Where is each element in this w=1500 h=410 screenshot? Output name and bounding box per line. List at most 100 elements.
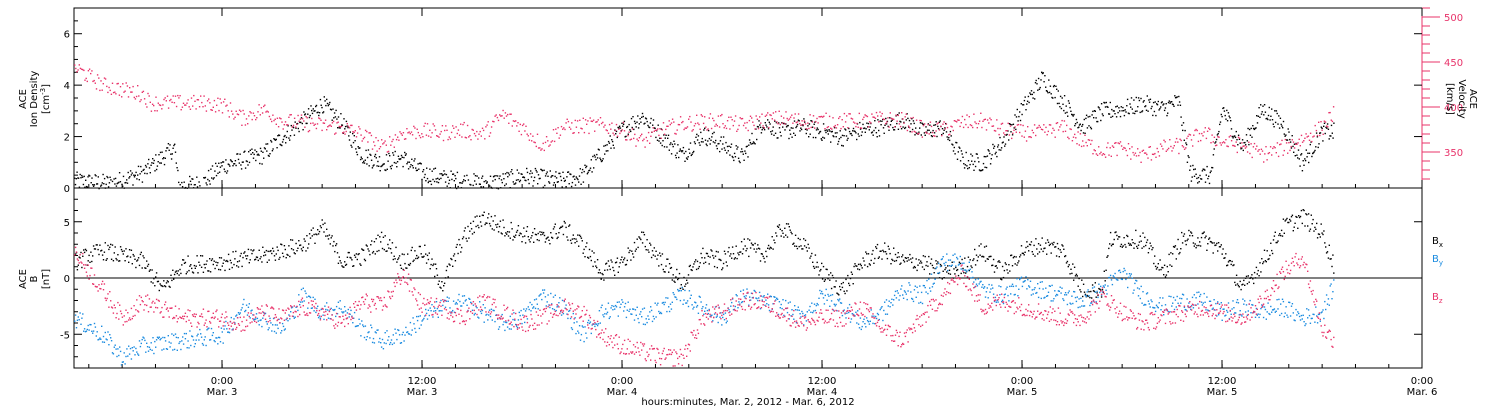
data-point: [1011, 134, 1014, 136]
data-point: [758, 120, 760, 122]
data-point: [1038, 251, 1041, 253]
data-point: [226, 328, 228, 330]
data-point: [111, 352, 114, 354]
data-point: [929, 262, 932, 265]
data-point: [537, 174, 540, 176]
data-point: [1012, 257, 1015, 259]
data-point: [170, 342, 172, 344]
data-point: [1091, 297, 1093, 299]
data-point: [572, 176, 574, 178]
data-point: [841, 119, 843, 121]
data-point: [931, 264, 934, 267]
data-point: [1203, 131, 1205, 133]
data-point: [1161, 101, 1163, 103]
data-point: [222, 161, 225, 163]
data-point: [243, 298, 245, 301]
data-point: [191, 267, 193, 270]
data-point: [559, 227, 561, 230]
data-point: [173, 278, 175, 280]
data-point: [256, 256, 259, 259]
data-point: [873, 262, 875, 264]
data-point: [599, 322, 601, 324]
data-point: [1108, 113, 1111, 115]
data-point: [457, 252, 459, 255]
data-point: [281, 144, 283, 147]
data-point: [574, 119, 576, 122]
data-point: [671, 143, 674, 146]
data-point: [1137, 97, 1140, 99]
data-point: [700, 141, 703, 143]
data-point: [663, 133, 666, 135]
data-point: [966, 165, 968, 167]
data-point: [262, 317, 264, 319]
data-point: [785, 223, 788, 225]
data-point: [805, 128, 808, 130]
data-point: [573, 175, 575, 177]
data-point: [888, 129, 890, 131]
data-point: [329, 243, 331, 245]
data-point: [82, 313, 84, 315]
data-point: [510, 113, 512, 115]
data-point: [1292, 145, 1294, 148]
data-point: [1196, 129, 1198, 132]
data-point: [651, 131, 653, 133]
data-point: [546, 237, 548, 239]
data-point: [1290, 145, 1292, 148]
data-point: [927, 265, 929, 267]
data-point: [942, 123, 944, 125]
data-point: [642, 139, 644, 142]
data-point: [1272, 239, 1275, 241]
data-point: [686, 126, 689, 128]
data-point: [408, 333, 411, 335]
data-point: [905, 257, 907, 259]
data-point: [346, 312, 349, 314]
data-point: [1063, 120, 1066, 122]
data-point: [1133, 154, 1135, 156]
data-point: [476, 307, 478, 309]
data-point: [745, 152, 747, 155]
data-point: [152, 162, 155, 164]
data-point: [88, 329, 90, 331]
data-point: [441, 281, 443, 283]
data-point: [392, 334, 394, 336]
data-point: [438, 136, 440, 138]
data-point: [1251, 156, 1253, 159]
data-point: [1251, 136, 1253, 138]
data-point: [639, 237, 641, 239]
data-point: [163, 98, 165, 101]
data-point: [1206, 165, 1208, 168]
data-point: [339, 126, 342, 128]
data-point: [1063, 109, 1065, 112]
data-point: [736, 148, 738, 150]
data-point: [738, 160, 740, 162]
data-point: [988, 256, 990, 258]
data-point: [194, 267, 196, 269]
data-point: [995, 151, 997, 154]
data-point: [1089, 115, 1091, 118]
data-point: [1119, 245, 1122, 248]
data-point: [742, 153, 744, 155]
data-point: [410, 249, 412, 252]
data-point: [143, 257, 145, 259]
data-point: [1042, 72, 1044, 74]
data-point: [905, 119, 907, 121]
data-point: [94, 326, 97, 328]
data-point: [723, 319, 726, 321]
data-point: [1214, 244, 1216, 247]
data-point: [391, 242, 394, 244]
data-point: [511, 125, 513, 127]
data-point: [737, 146, 739, 148]
data-point: [458, 238, 460, 241]
data-point: [1311, 155, 1313, 158]
data-point: [892, 126, 894, 129]
data-point: [1168, 100, 1170, 102]
data-point: [117, 182, 119, 184]
data-point: [203, 177, 206, 179]
data-point: [819, 270, 821, 272]
data-point: [1099, 153, 1101, 155]
data-point: [189, 175, 191, 178]
data-point: [815, 266, 817, 268]
data-point: [171, 333, 173, 335]
data-point: [288, 314, 290, 316]
data-point: [1291, 139, 1293, 141]
